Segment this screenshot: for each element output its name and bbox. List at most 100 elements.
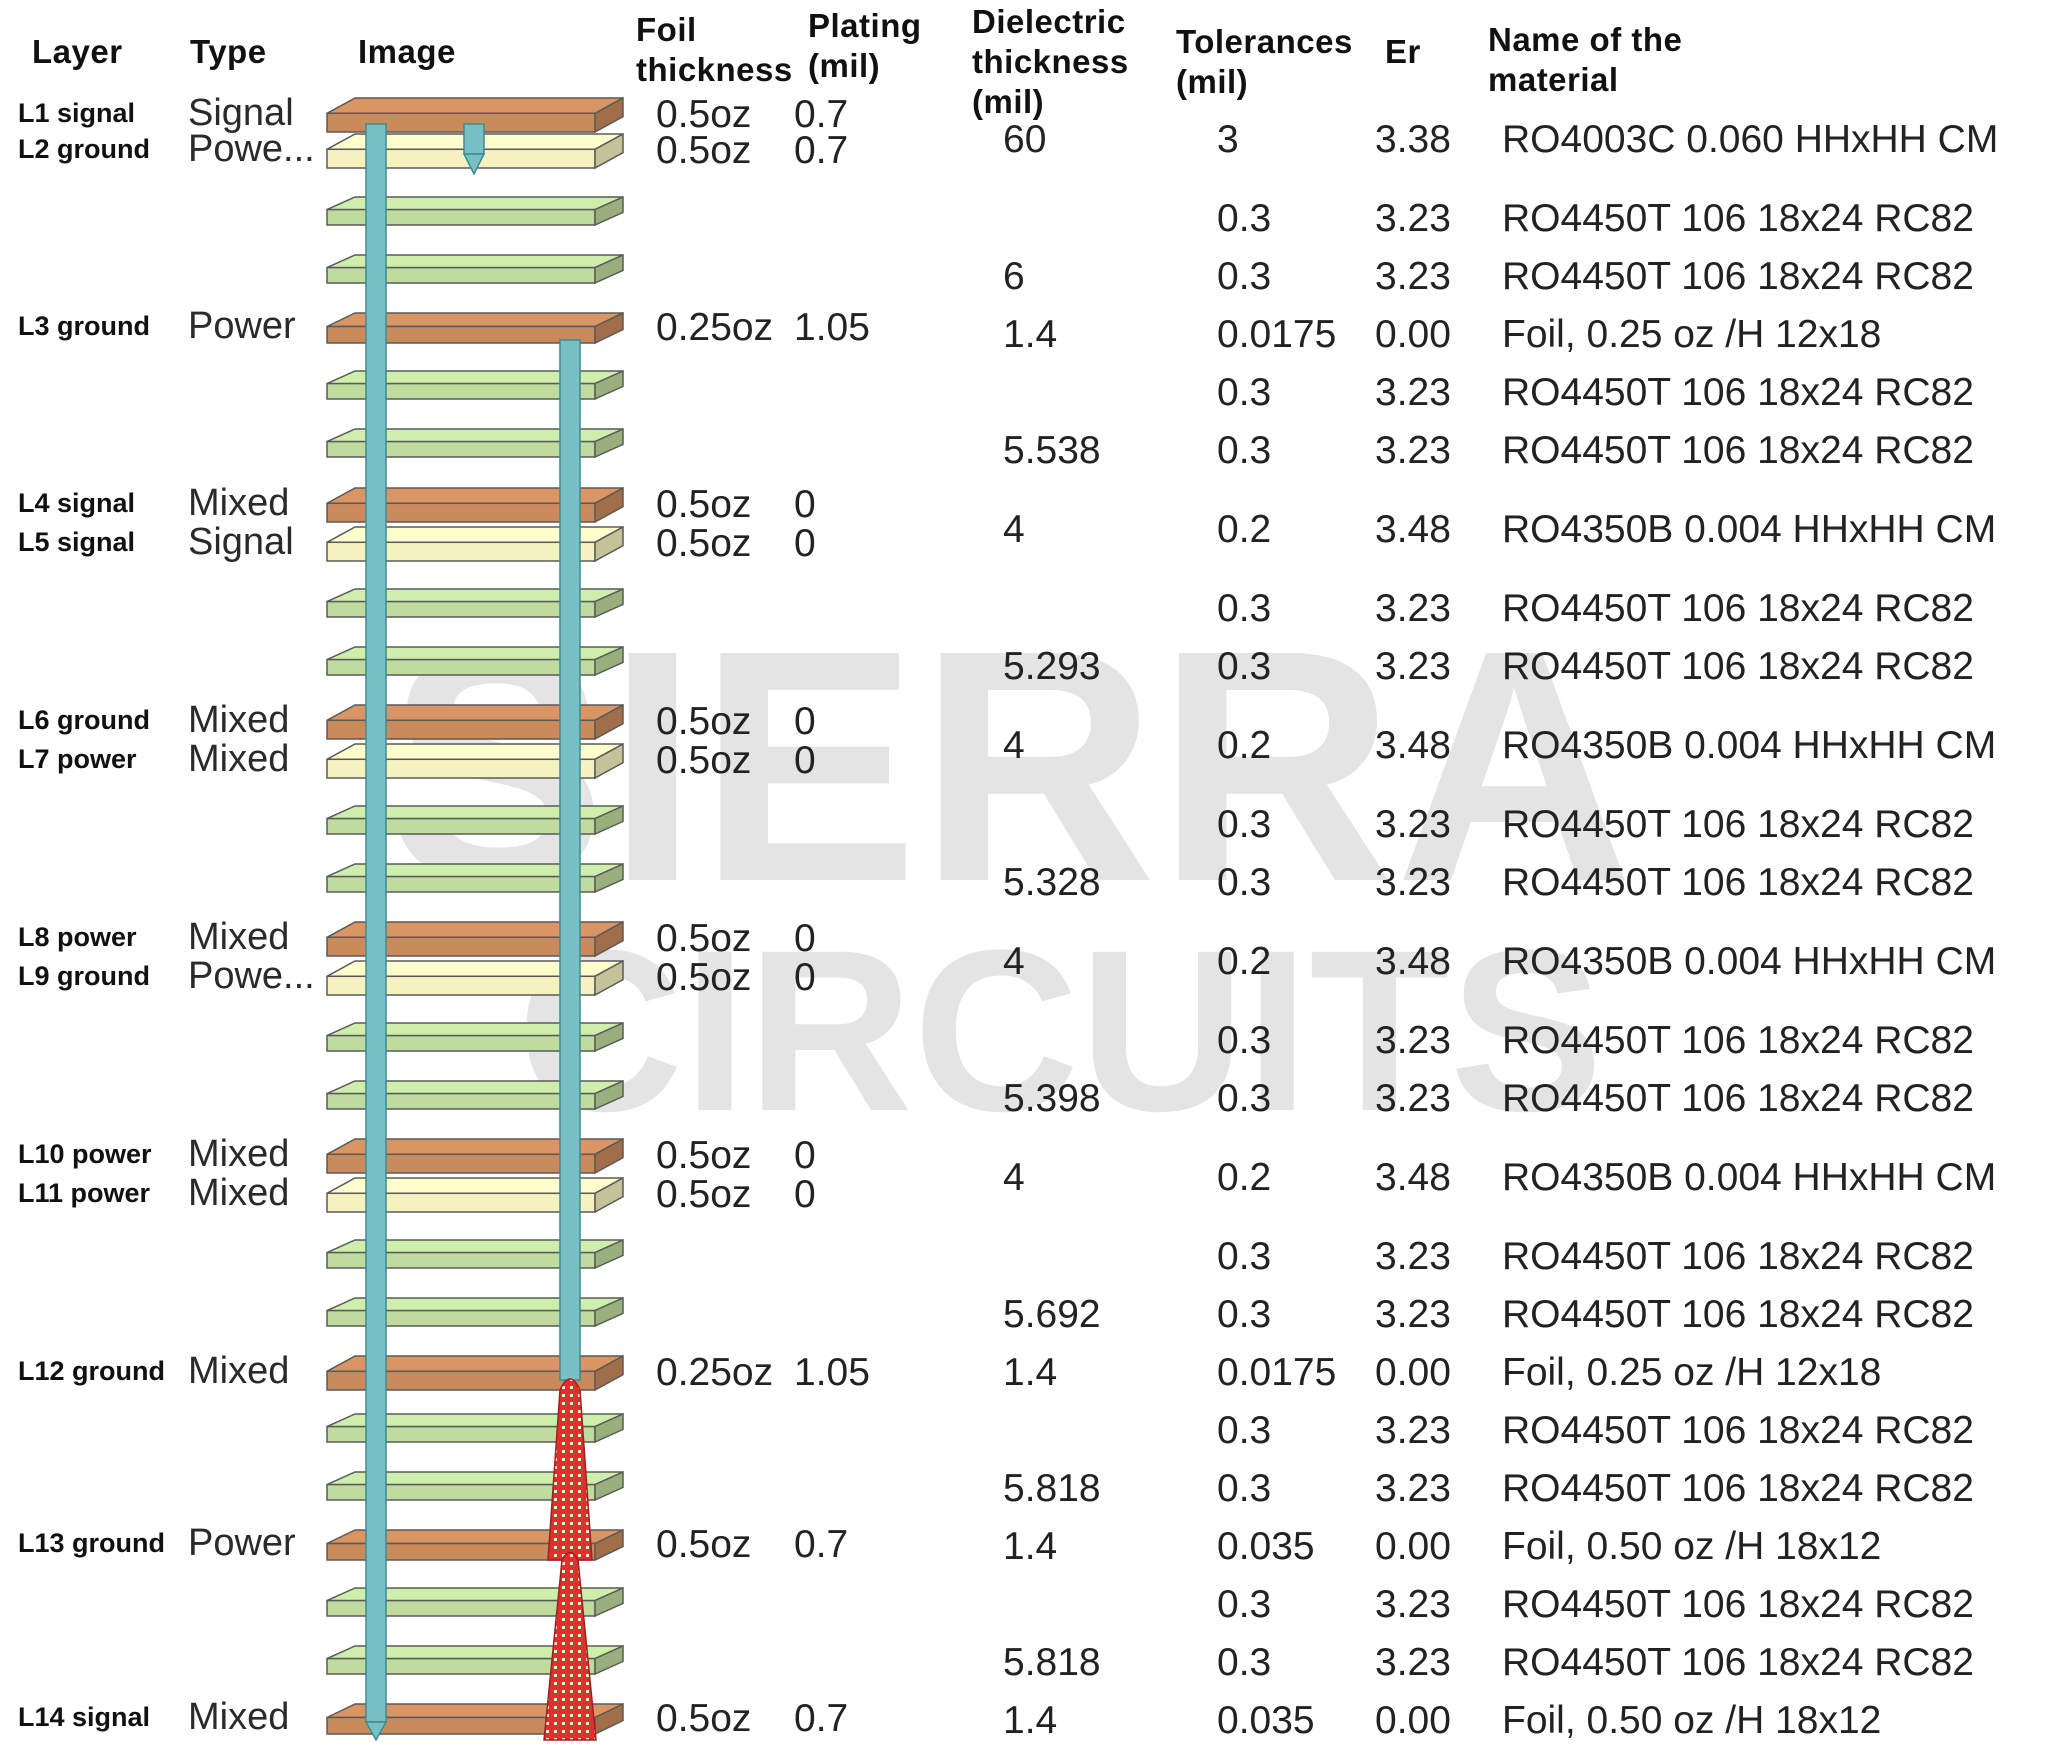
layer-slab-core xyxy=(326,1176,624,1214)
layer-plating: 0.7 xyxy=(794,1523,849,1566)
dielectric-constant: 3.23 xyxy=(1375,1409,1451,1452)
layer-slab-prepreg xyxy=(326,804,624,836)
layer-name: L7 power xyxy=(18,744,137,774)
layer-slab-core xyxy=(326,742,624,780)
tolerance: 0.035 xyxy=(1217,1525,1315,1568)
slab-side-face xyxy=(594,253,624,285)
dielectric-constant: 3.23 xyxy=(1375,587,1451,630)
tolerance: 0.3 xyxy=(1217,1019,1272,1062)
vias xyxy=(364,123,597,1742)
dielectric-thickness: 60 xyxy=(1003,118,1047,161)
slab-side-face xyxy=(594,1176,624,1214)
layer-plating: 0 xyxy=(794,483,816,526)
slab-side-face xyxy=(594,742,624,780)
layer-type: Mixed xyxy=(188,1696,290,1738)
material-name: RO4450T 106 18x24 RC82 xyxy=(1502,803,1974,846)
slab-side-face xyxy=(594,96,624,134)
slab-side-face xyxy=(594,703,624,741)
layer-plating: 0 xyxy=(794,522,816,565)
dielectric-thickness: 5.398 xyxy=(1003,1077,1101,1120)
layer-slab-prepreg xyxy=(326,369,624,401)
slab-side-face xyxy=(594,1354,624,1392)
layer-slab-copper xyxy=(326,920,624,958)
material-name: RO4450T 106 18x24 RC82 xyxy=(1502,197,1974,240)
dielectric-constant: 3.23 xyxy=(1375,861,1451,904)
tolerance: 0.3 xyxy=(1217,803,1272,846)
dielectric-constant: 3.23 xyxy=(1375,255,1451,298)
layer-name: L14 signal xyxy=(18,1702,151,1732)
tolerance: 0.3 xyxy=(1217,429,1272,472)
tolerance: 0.3 xyxy=(1217,1409,1272,1452)
dielectric-thickness: 4 xyxy=(1003,508,1025,551)
material-name: RO4450T 106 18x24 RC82 xyxy=(1502,861,1974,904)
material-name: RO4350B 0.004 HHxHH CM xyxy=(1502,1156,1997,1199)
slab-top-face xyxy=(326,97,624,115)
layer-foil-thickness: 0.5oz xyxy=(656,700,752,743)
layer-plating: 0 xyxy=(794,700,816,743)
material-name: RO4350B 0.004 HHxHH CM xyxy=(1502,940,1997,983)
layer-plating: 0.7 xyxy=(794,129,849,172)
dielectric-constant: 0.00 xyxy=(1375,1351,1451,1394)
layer-type: Mixed xyxy=(188,482,290,524)
layer-plating: 1.05 xyxy=(794,306,870,349)
layer-type: Mixed xyxy=(188,1350,290,1392)
layer-foil-thickness: 0.5oz xyxy=(656,129,752,172)
material-name: Foil, 0.25 oz /H 12x18 xyxy=(1502,1351,1882,1394)
layer-plating: 0 xyxy=(794,739,816,782)
dielectric-constant: 3.23 xyxy=(1375,429,1451,472)
slab-side-face xyxy=(594,645,624,677)
slab-side-face xyxy=(594,1412,624,1444)
dielectric-constant: 0.00 xyxy=(1375,313,1451,356)
dielectric-thickness: 5.293 xyxy=(1003,645,1101,688)
layer-foil-thickness: 0.5oz xyxy=(656,522,752,565)
layer-slab-prepreg xyxy=(326,1644,624,1676)
slab-side-face xyxy=(594,1528,624,1562)
dielectric-constant: 3.23 xyxy=(1375,1235,1451,1278)
dielectric-thickness: 1.4 xyxy=(1003,1699,1058,1742)
layer-slab-prepreg xyxy=(326,253,624,285)
layer-slab-prepreg xyxy=(326,1238,624,1270)
layer-plating: 0.7 xyxy=(794,1697,849,1740)
stacked-microvia-upper xyxy=(547,1378,593,1561)
layer-slab-copper xyxy=(326,486,624,524)
layer-foil-thickness: 0.25oz xyxy=(656,1351,774,1394)
header-material-name: Name of the material xyxy=(1488,21,1683,98)
layer-slab-prepreg xyxy=(326,587,624,619)
layer-name: L8 power xyxy=(18,922,137,952)
tolerance: 0.3 xyxy=(1217,1235,1272,1278)
layer-slab-prepreg xyxy=(326,1412,624,1444)
dielectric-constant: 3.48 xyxy=(1375,508,1451,551)
tolerance: 0.2 xyxy=(1217,508,1272,551)
micro-via xyxy=(463,123,485,155)
layer-name: L12 ground xyxy=(18,1356,165,1386)
material-name: RO4350B 0.004 HHxHH CM xyxy=(1502,724,1997,767)
dielectric-constant: 3.23 xyxy=(1375,1467,1451,1510)
slab-side-face xyxy=(594,920,624,958)
tolerance: 0.3 xyxy=(1217,1293,1272,1336)
dielectric-constant: 3.38 xyxy=(1375,118,1451,161)
tolerance: 0.3 xyxy=(1217,587,1272,630)
dielectric-thickness: 6 xyxy=(1003,255,1025,298)
slab-side-face xyxy=(594,1470,624,1502)
layer-type: Powe... xyxy=(188,955,315,997)
dielectric-constant: 3.23 xyxy=(1375,645,1451,688)
slab-side-face xyxy=(594,1296,624,1328)
layer-type: Signal xyxy=(188,521,294,563)
material-name: RO4450T 106 18x24 RC82 xyxy=(1502,1235,1974,1278)
material-name: Foil, 0.50 oz /H 18x12 xyxy=(1502,1525,1882,1568)
slab-side-face xyxy=(594,311,624,345)
layer-type: Mixed xyxy=(188,1133,290,1175)
layer-name: L11 power xyxy=(18,1178,151,1208)
tolerance: 0.3 xyxy=(1217,1583,1272,1626)
layer-type: Powe... xyxy=(188,128,315,170)
dielectric-thickness: 5.328 xyxy=(1003,861,1101,904)
layer-slab-core xyxy=(326,525,624,563)
layer-foil-thickness: 0.5oz xyxy=(656,93,752,136)
dielectric-thickness: 4 xyxy=(1003,724,1025,767)
header-er: Er xyxy=(1385,33,1421,70)
layer-name: L1 signal xyxy=(18,98,136,128)
slab-side-face xyxy=(594,959,624,997)
tolerance: 0.2 xyxy=(1217,724,1272,767)
tolerance: 0.3 xyxy=(1217,645,1272,688)
tolerance: 0.2 xyxy=(1217,940,1272,983)
